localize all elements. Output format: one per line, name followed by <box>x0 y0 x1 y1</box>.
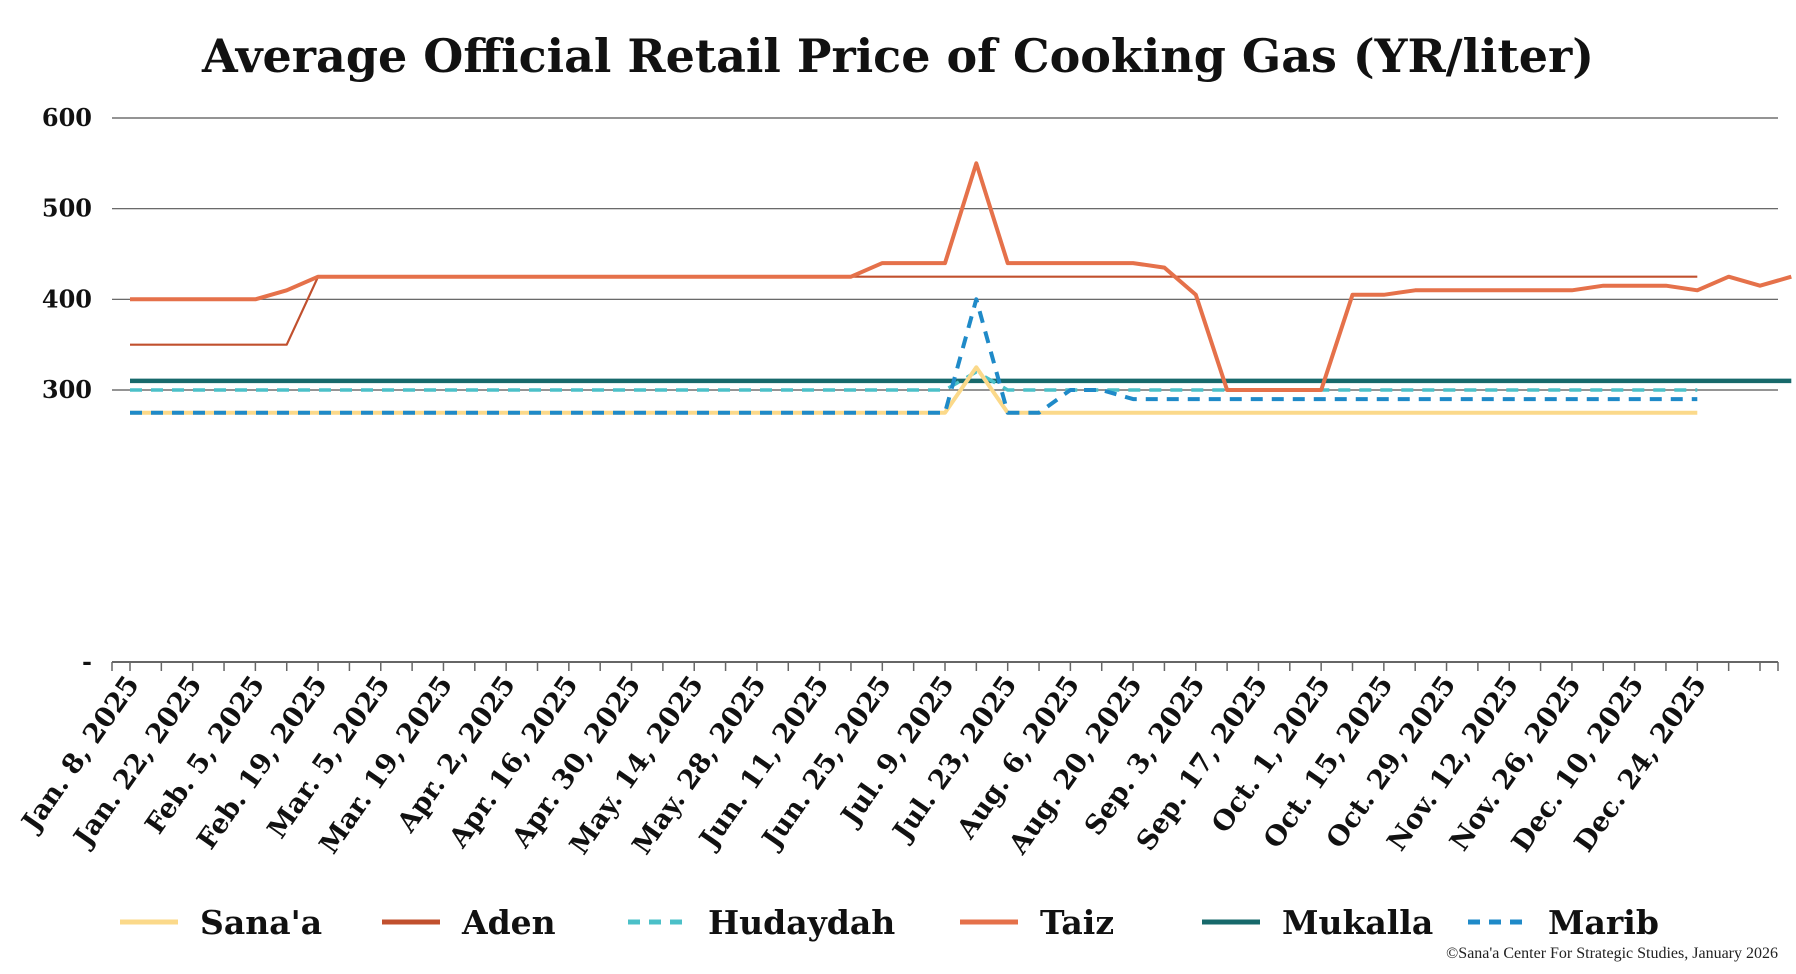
legend-label-sanaa: Sana'a <box>200 903 322 942</box>
series-line-marib <box>130 297 1698 415</box>
legend-label-aden: Aden <box>461 903 556 942</box>
legend-label-hudaydah: Hudaydah <box>708 903 895 942</box>
x-axis <box>111 661 1779 671</box>
legend-label-mukalla: Mukalla <box>1282 903 1433 942</box>
y-axis-ticks: 600 500 400 300 - <box>42 103 92 676</box>
y-tick-label: 400 <box>42 284 92 313</box>
y-tick-label: 300 <box>42 375 92 404</box>
series-lines <box>130 161 1792 415</box>
legend-label-taiz: Taiz <box>1040 903 1114 942</box>
series-line-aden <box>130 275 1698 346</box>
y-tick-label: 500 <box>42 194 92 223</box>
chart-title: Average Official Retail Price of Cooking… <box>201 29 1594 83</box>
y-tick-label: - <box>82 647 92 676</box>
series-line-taiz <box>130 161 1792 392</box>
legend-label-marib: Marib <box>1548 903 1659 942</box>
y-tick-label: 600 <box>42 103 92 132</box>
series-line-hudaydah <box>130 370 1698 392</box>
source-note: ©Sana'a Center For Strategic Studies, Ja… <box>1446 945 1778 962</box>
legend: Sana'a Aden Hudaydah Taiz Mukalla Marib <box>120 903 1659 942</box>
gridlines <box>112 117 1778 391</box>
